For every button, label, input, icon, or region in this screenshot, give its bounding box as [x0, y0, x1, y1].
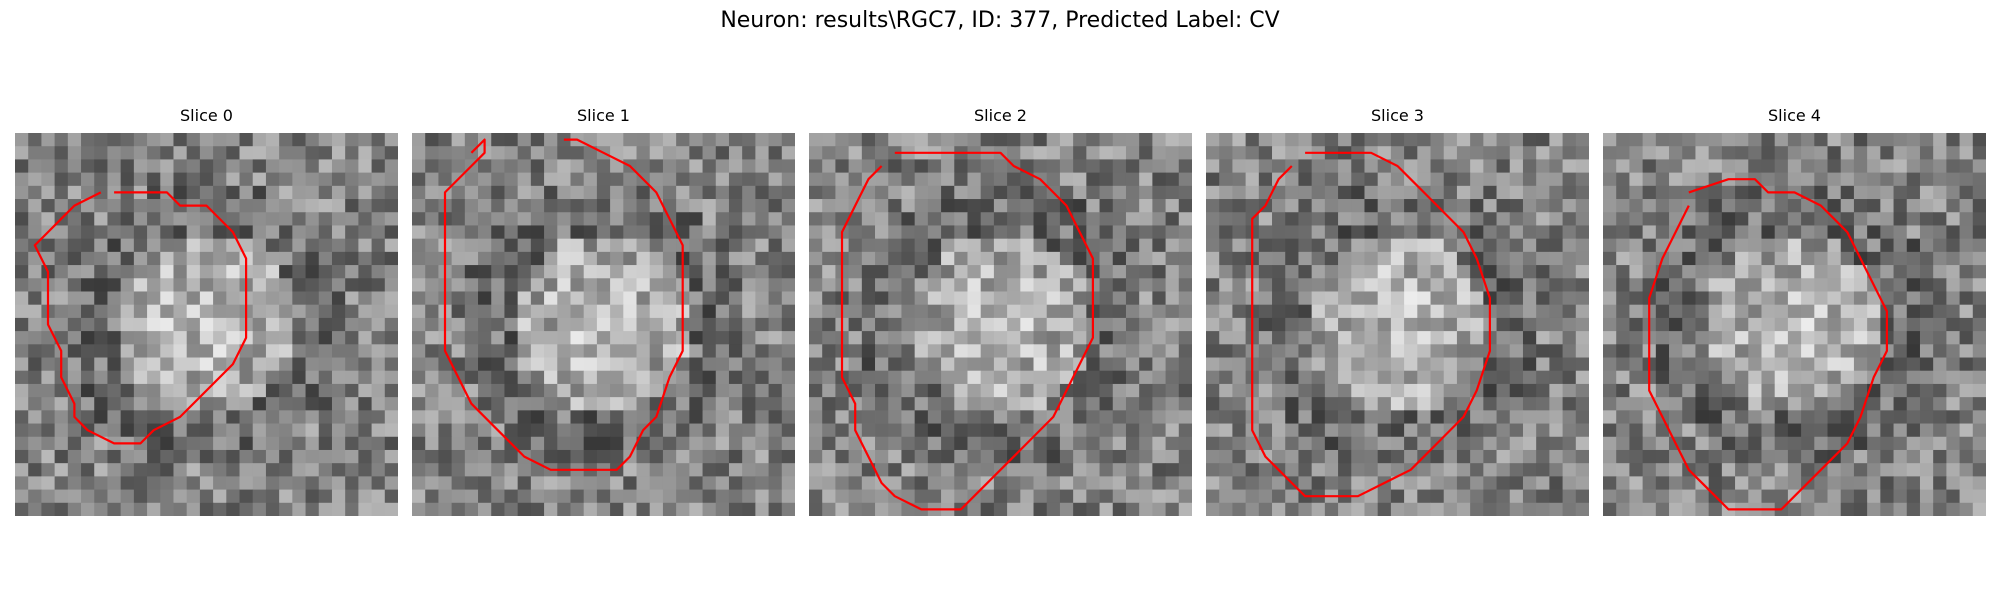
slice-title-3: Slice 3	[1371, 106, 1424, 125]
slice-title-0: Slice 0	[180, 106, 233, 125]
slice-panel-0: Slice 0	[15, 106, 398, 516]
roi-contour	[33, 191, 248, 445]
roi-contour	[1251, 151, 1491, 498]
pixel-grid	[809, 133, 1192, 516]
slice-title-1: Slice 1	[577, 106, 630, 125]
pixel-grid	[1206, 133, 1589, 516]
slice-image-1	[412, 133, 795, 516]
slice-panel-1: Slice 1	[412, 106, 795, 516]
slice-title-2: Slice 2	[974, 106, 1027, 125]
figure-title: Neuron: results\RGC7, ID: 377, Predicted…	[720, 8, 1280, 33]
pixel-grid	[412, 133, 795, 516]
roi-contour	[1648, 178, 1888, 511]
slice-panel-3: Slice 3	[1206, 106, 1589, 516]
slice-panel-4: Slice 4	[1603, 106, 1986, 516]
slice-image-0	[15, 133, 398, 516]
slice-title-4: Slice 4	[1768, 106, 1821, 125]
roi-contour	[840, 151, 1094, 511]
slice-image-2	[809, 133, 1192, 516]
slice-image-4	[1603, 133, 1986, 516]
slice-panel-2: Slice 2	[809, 106, 1192, 516]
slice-image-3	[1206, 133, 1589, 516]
pixel-grid	[15, 133, 398, 516]
pixel-grid	[1603, 133, 1986, 516]
roi-contour	[443, 138, 684, 471]
